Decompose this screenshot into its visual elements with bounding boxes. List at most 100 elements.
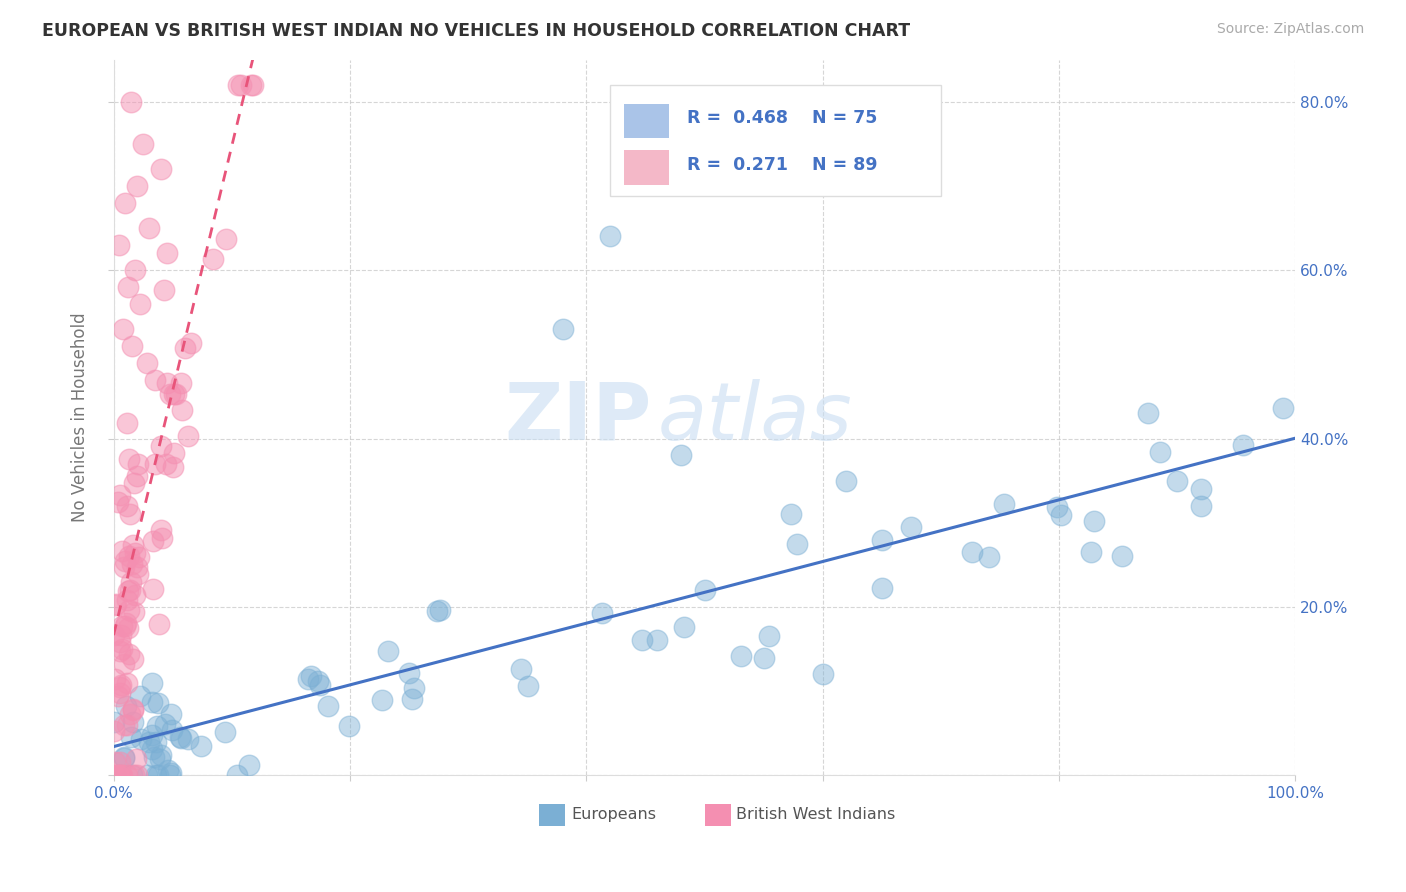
Point	[114, 619, 136, 633]
Point	[214, 725, 236, 739]
Point	[122, 768, 145, 782]
Point	[121, 557, 143, 571]
Point	[1232, 438, 1254, 452]
Point	[111, 618, 134, 632]
Point	[309, 678, 332, 692]
Point	[870, 533, 893, 547]
Point	[122, 703, 145, 717]
Point	[377, 644, 399, 658]
Point	[115, 593, 138, 607]
Point	[104, 598, 127, 612]
Point	[758, 629, 780, 643]
Point	[104, 755, 127, 769]
Point	[960, 545, 983, 559]
Text: ZIP: ZIP	[505, 378, 651, 457]
Point	[115, 768, 138, 782]
Point	[121, 714, 143, 729]
Point	[307, 673, 329, 688]
Point	[103, 723, 125, 738]
Point	[786, 537, 808, 551]
Text: atlas: atlas	[657, 378, 852, 457]
Point	[120, 95, 142, 109]
Point	[977, 549, 1000, 564]
Point	[111, 768, 134, 782]
Point	[404, 681, 426, 695]
Point	[669, 449, 692, 463]
Point	[630, 633, 652, 648]
Point	[117, 621, 139, 635]
Y-axis label: No Vehicles in Household: No Vehicles in Household	[72, 313, 89, 523]
Point	[103, 598, 125, 612]
Point	[107, 689, 129, 703]
Point	[110, 678, 132, 692]
Text: Source: ZipAtlas.com: Source: ZipAtlas.com	[1216, 22, 1364, 37]
Point	[142, 582, 165, 596]
Point	[180, 335, 202, 350]
FancyBboxPatch shape	[610, 85, 941, 195]
Point	[114, 699, 136, 714]
Point	[177, 731, 200, 746]
Point	[226, 768, 249, 782]
Point	[150, 523, 173, 537]
Point	[143, 457, 166, 471]
Point	[693, 583, 716, 598]
Point	[125, 469, 148, 483]
Point	[811, 667, 834, 681]
Point	[150, 531, 173, 545]
Point	[117, 647, 139, 661]
Point	[170, 376, 193, 391]
Point	[1083, 514, 1105, 528]
Point	[1166, 474, 1188, 488]
Point	[401, 692, 423, 706]
Point	[201, 252, 224, 267]
Point	[120, 707, 142, 722]
Point	[1271, 401, 1294, 415]
Point	[673, 620, 696, 634]
Point	[398, 666, 420, 681]
Point	[159, 387, 181, 401]
Point	[145, 735, 167, 749]
Point	[110, 768, 132, 782]
Point	[159, 768, 181, 782]
Point	[118, 582, 141, 597]
Point	[110, 644, 132, 658]
Point	[145, 719, 167, 733]
Point	[240, 78, 263, 92]
Point	[110, 755, 132, 769]
Point	[128, 297, 150, 311]
FancyBboxPatch shape	[624, 103, 669, 138]
Point	[142, 750, 165, 764]
Point	[215, 232, 238, 246]
Point	[112, 657, 135, 672]
Point	[141, 742, 163, 756]
Text: R =  0.468    N = 75: R = 0.468 N = 75	[686, 109, 877, 127]
Point	[115, 499, 138, 513]
Point	[152, 283, 174, 297]
Point	[108, 686, 131, 700]
Point	[124, 589, 146, 603]
Point	[1046, 500, 1069, 515]
Point	[426, 604, 449, 618]
Text: Europeans: Europeans	[571, 807, 657, 822]
Point	[299, 669, 322, 683]
Point	[165, 386, 187, 401]
Point	[121, 538, 143, 552]
Point	[136, 768, 159, 782]
Point	[122, 605, 145, 619]
Point	[870, 582, 893, 596]
Point	[143, 373, 166, 387]
Point	[118, 508, 141, 522]
Point	[108, 238, 131, 252]
Point	[120, 574, 142, 589]
Point	[752, 650, 775, 665]
Point	[142, 534, 165, 549]
Point	[127, 458, 149, 472]
Point	[1080, 545, 1102, 559]
Point	[429, 603, 451, 617]
Text: EUROPEAN VS BRITISH WEST INDIAN NO VEHICLES IN HOUSEHOLD CORRELATION CHART: EUROPEAN VS BRITISH WEST INDIAN NO VEHIC…	[42, 22, 910, 40]
Point	[122, 476, 145, 491]
Point	[146, 768, 169, 782]
Point	[645, 633, 668, 648]
Point	[1136, 406, 1159, 420]
Point	[117, 280, 139, 294]
